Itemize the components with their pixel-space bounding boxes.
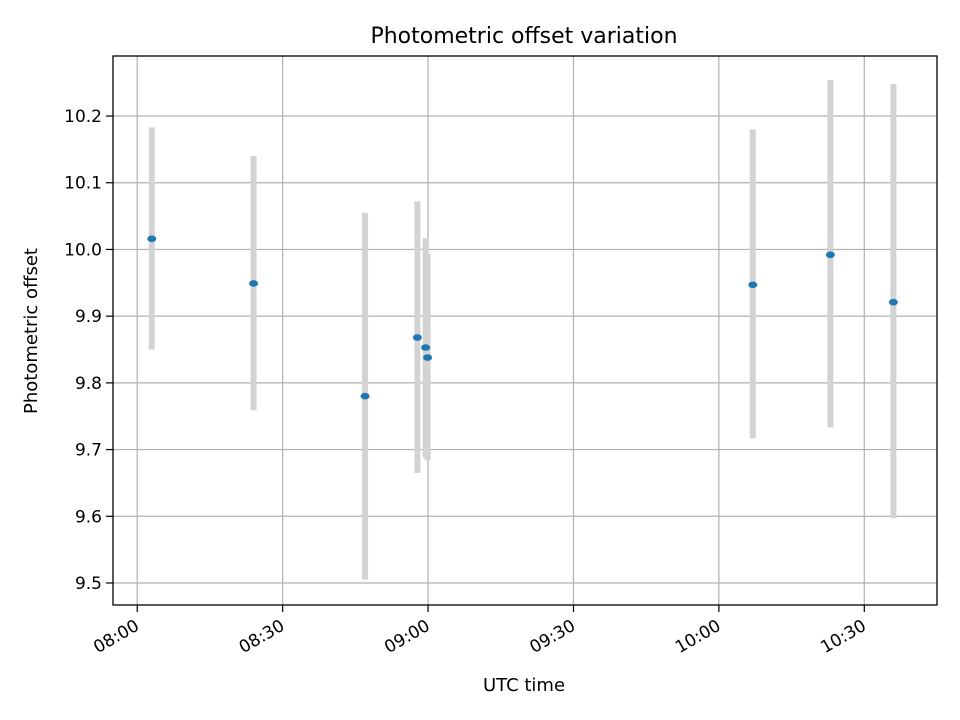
y-tick-label: 9.8 <box>75 374 102 394</box>
y-axis: 9.5 9.6 9.7 9.8 9.9 10.0 10.1 10.2 <box>64 107 113 594</box>
data-point <box>249 280 259 287</box>
data-point <box>360 392 370 400</box>
data-point <box>748 281 758 289</box>
y-axis-label: Photometric offset <box>21 248 42 414</box>
y-tick-label: 9.5 <box>75 574 102 594</box>
y-tick-label: 9.7 <box>75 441 102 461</box>
data-point <box>888 298 898 306</box>
data-point <box>412 334 422 341</box>
data-points <box>147 235 898 400</box>
data-point <box>421 344 431 351</box>
data-point <box>825 251 835 259</box>
y-tick-label: 10.1 <box>64 174 102 194</box>
y-tick-label: 10.0 <box>64 240 102 260</box>
y-tick-label: 9.9 <box>75 307 102 327</box>
y-tick-label: 10.2 <box>64 107 102 127</box>
x-axis-label: UTC time <box>483 675 565 696</box>
data-point <box>147 235 157 243</box>
y-tick-label: 9.6 <box>75 507 102 527</box>
plot-frame <box>112 55 938 606</box>
chart-title: Photometric offset variation <box>370 24 677 49</box>
grid <box>113 56 937 605</box>
data-point <box>423 354 433 361</box>
